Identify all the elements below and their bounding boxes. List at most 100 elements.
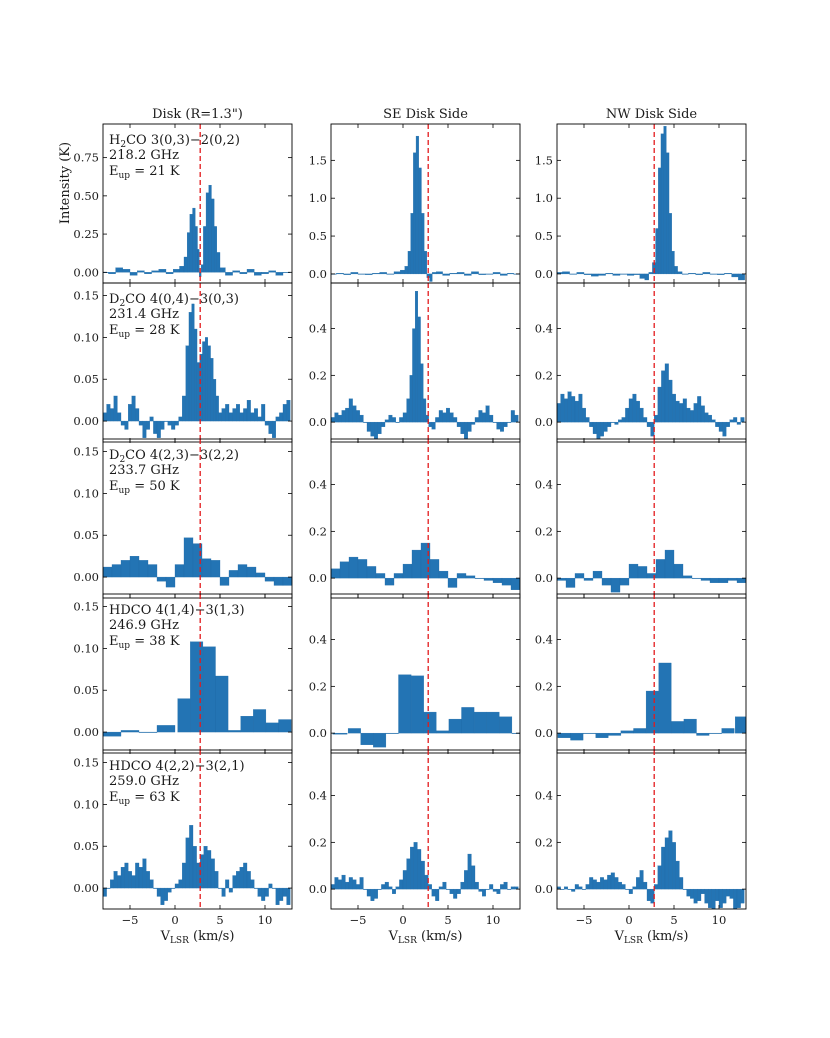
bars-group bbox=[331, 291, 519, 439]
xtick-label: 5 bbox=[670, 913, 677, 927]
bar bbox=[569, 273, 577, 275]
bar bbox=[370, 421, 375, 437]
bar bbox=[411, 549, 422, 579]
bar bbox=[384, 577, 395, 586]
bar bbox=[557, 732, 571, 738]
bar bbox=[115, 267, 123, 273]
bar bbox=[415, 135, 419, 275]
bar bbox=[735, 716, 746, 734]
bars-group bbox=[557, 830, 745, 909]
bar bbox=[286, 400, 291, 422]
bar bbox=[655, 228, 659, 275]
bar bbox=[191, 303, 195, 422]
bar bbox=[357, 559, 368, 579]
bar bbox=[657, 386, 662, 423]
bar bbox=[663, 126, 667, 275]
bar bbox=[668, 379, 673, 423]
bar bbox=[381, 421, 386, 427]
bar bbox=[250, 412, 255, 422]
ytick-label: 0.00 bbox=[73, 570, 99, 584]
panel-r1c0: 0.00 0.05 0.10 0.15 D2CO 4(0,4)−3(0,3)231.4 … bbox=[73, 282, 293, 443]
bar bbox=[644, 273, 649, 281]
bar bbox=[436, 271, 443, 275]
bar bbox=[117, 875, 122, 889]
ytick-label: 0.0 bbox=[309, 571, 327, 585]
bar bbox=[385, 732, 399, 734]
bar bbox=[711, 419, 716, 423]
y-axis-label: Intensity (K) bbox=[58, 142, 73, 224]
bar bbox=[664, 837, 669, 890]
bar bbox=[574, 884, 579, 890]
bar bbox=[268, 883, 273, 889]
bar bbox=[221, 408, 226, 422]
bar bbox=[673, 563, 684, 579]
bar bbox=[402, 870, 407, 890]
ytick-label: 1.0 bbox=[535, 191, 553, 205]
bar bbox=[456, 888, 461, 894]
bar bbox=[122, 269, 131, 273]
bar bbox=[185, 837, 190, 889]
bar bbox=[103, 731, 122, 737]
bar bbox=[700, 405, 705, 423]
bar bbox=[406, 858, 411, 890]
bar bbox=[671, 721, 685, 734]
bar bbox=[149, 879, 154, 889]
bar bbox=[709, 577, 720, 583]
axes-frame bbox=[556, 123, 747, 284]
bar bbox=[111, 564, 122, 578]
axes-frame bbox=[330, 749, 521, 910]
bar bbox=[257, 416, 262, 422]
bar bbox=[174, 883, 179, 889]
ytick-label: 0.15 bbox=[73, 600, 99, 614]
bar bbox=[236, 404, 240, 422]
bar bbox=[423, 398, 427, 423]
bar bbox=[363, 888, 368, 890]
bar bbox=[332, 732, 348, 735]
bar bbox=[657, 865, 662, 890]
bar bbox=[345, 407, 350, 423]
column-title: SE Disk Side bbox=[383, 107, 468, 122]
bar bbox=[147, 564, 158, 578]
bar bbox=[110, 408, 114, 422]
bar bbox=[339, 561, 350, 579]
frequency-label: 259.0 GHz bbox=[109, 774, 179, 789]
bar bbox=[388, 886, 393, 890]
x-axis-label: VLSR (km/s) bbox=[160, 929, 235, 946]
bar bbox=[700, 888, 705, 894]
bar bbox=[336, 273, 344, 275]
bar bbox=[146, 420, 150, 430]
bar bbox=[149, 416, 154, 422]
bar bbox=[164, 420, 168, 422]
bar bbox=[106, 404, 111, 422]
bar bbox=[407, 251, 411, 275]
bar bbox=[211, 198, 215, 273]
bar bbox=[137, 270, 145, 273]
bar bbox=[167, 420, 172, 426]
bar bbox=[144, 272, 152, 274]
bar bbox=[171, 420, 176, 430]
bar bbox=[156, 576, 167, 582]
bar bbox=[436, 730, 450, 734]
bar bbox=[128, 404, 132, 422]
bar bbox=[185, 345, 190, 422]
ytick-label: 0.50 bbox=[73, 189, 99, 203]
bar bbox=[218, 887, 222, 889]
bar bbox=[666, 152, 670, 275]
bar bbox=[113, 395, 118, 422]
bar bbox=[236, 871, 240, 889]
eup-label: Eup = 50 K bbox=[109, 479, 180, 496]
bar bbox=[128, 871, 132, 889]
bar bbox=[578, 393, 583, 423]
bar bbox=[272, 887, 276, 889]
bars-group bbox=[332, 674, 520, 748]
bars-group bbox=[103, 185, 291, 278]
bar bbox=[138, 867, 143, 889]
bar bbox=[372, 273, 380, 275]
axes-frame bbox=[556, 438, 747, 599]
bar bbox=[639, 407, 644, 423]
bar bbox=[501, 577, 512, 586]
bar bbox=[589, 421, 594, 427]
bar bbox=[196, 362, 200, 422]
bar bbox=[158, 269, 167, 273]
bar bbox=[348, 556, 359, 579]
